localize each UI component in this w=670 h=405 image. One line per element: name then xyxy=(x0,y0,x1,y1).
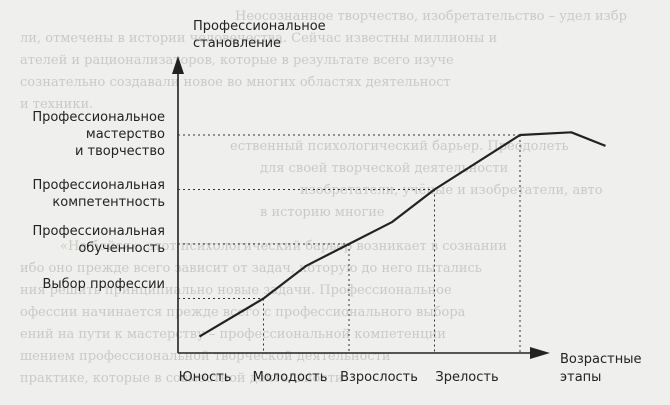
y-tick-label-line: и творчество xyxy=(75,144,165,159)
background-text: ений на пути к мастерству – профессионал… xyxy=(20,327,446,342)
background-text: и техники. xyxy=(20,97,93,112)
x-axis-title: Возрастные этапы xyxy=(560,352,642,385)
x-axis-title-line: этапы xyxy=(560,370,601,385)
y-tick-label-line: Профессиональная xyxy=(32,224,165,239)
y-tick-label-line: компетентность xyxy=(52,195,165,210)
axes xyxy=(172,56,550,359)
y-tick-label-line: Профессиональная xyxy=(32,178,165,193)
background-text: ибо оно прежде всего зависит от задач, к… xyxy=(20,261,482,276)
background-page-text: Неосознанное творчество, изобретательств… xyxy=(20,9,627,386)
y-tick-label-line: мастерство xyxy=(86,127,165,142)
x-axis-arrow xyxy=(530,347,550,359)
background-text: офессии начинается прежде всего с профес… xyxy=(20,305,466,320)
y-tick-label-line: Выбор профессии xyxy=(42,277,165,292)
x-tick-labels: Юность Молодость Взрослость Зрелость xyxy=(179,370,499,385)
background-text: ественный психологический барьер. Преодо… xyxy=(230,139,569,154)
y-tick-kompetentnost: Профессиональная компетентность xyxy=(32,178,165,210)
y-tick-vybor-professii: Выбор профессии xyxy=(42,277,165,292)
background-text: ателей и рационализаторов, которые в рез… xyxy=(20,53,454,68)
y-axis-title-line: Профессиональное xyxy=(193,19,326,34)
y-axis-arrow xyxy=(172,56,184,74)
y-tick-masterstvo: Профессиональное мастерство и творчество xyxy=(32,110,165,159)
y-tick-label-line: обученность xyxy=(78,241,165,256)
background-text: сознательно создавали новое во многих об… xyxy=(20,75,451,90)
background-text: шением профессиональной творческой деяте… xyxy=(20,349,391,364)
background-text: Неосознанное творчество, изобретательств… xyxy=(235,9,627,24)
y-axis-title-line: становление xyxy=(193,36,281,51)
y-tick-labels: Выбор профессии Профессиональная обученн… xyxy=(32,110,165,292)
y-tick-obuchennost: Профессиональная обученность xyxy=(32,224,165,256)
x-axis-title-line: Возрастные xyxy=(560,352,642,367)
background-text: «Не бойся», этот психологический барьер … xyxy=(60,239,507,254)
dotted-guide-lines xyxy=(178,134,521,353)
development-curve xyxy=(198,131,606,338)
background-text: изобретатели, учёные и изобретатели, авт… xyxy=(300,183,603,198)
background-text: ли, отмечены в истории человечества. Сей… xyxy=(20,31,497,46)
background-text: практике, которые в совместной деятельно… xyxy=(20,371,343,386)
background-text: в историю многие xyxy=(260,205,385,220)
background-text: ния решить принципиально новые задачи. П… xyxy=(20,283,452,298)
y-tick-label-line: Профессиональное xyxy=(32,110,165,125)
x-tick-yunost: Юность xyxy=(179,370,232,385)
development-curve-line xyxy=(198,131,606,338)
x-tick-zrelost: Зрелость xyxy=(435,370,498,385)
x-tick-molodost: Молодость xyxy=(253,370,328,385)
x-tick-vzroslost: Взрослость xyxy=(340,370,418,385)
y-axis-title: Профессиональное становление xyxy=(193,19,326,51)
background-text: для своей творческой деятельности xyxy=(260,161,508,176)
